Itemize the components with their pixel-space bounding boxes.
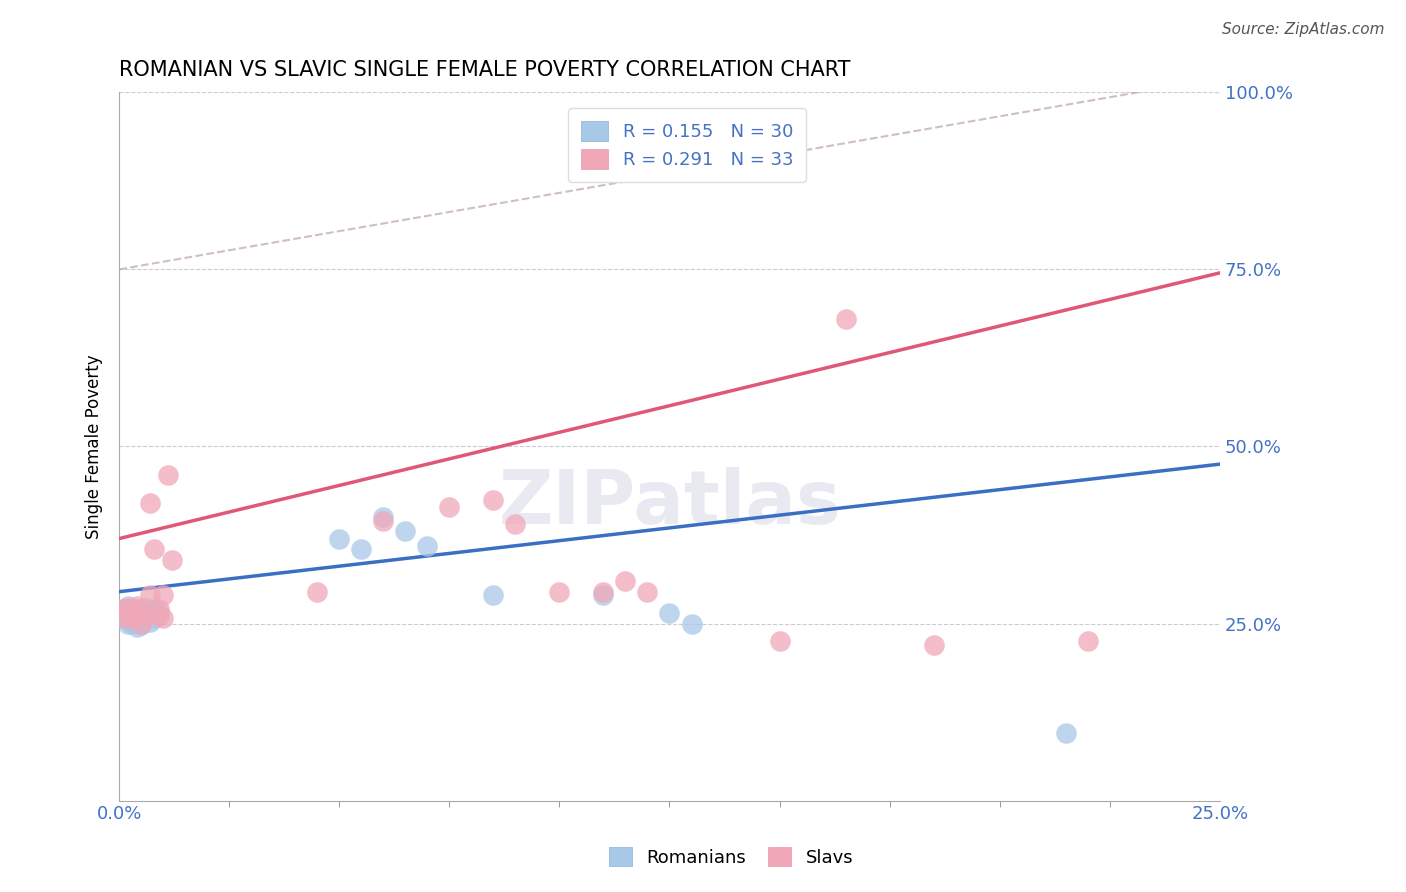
Point <box>156 467 179 482</box>
Point <box>548 584 571 599</box>
Legend: Romanians, Slavs: Romanians, Slavs <box>602 840 860 874</box>
Point <box>1054 726 1077 740</box>
Point <box>148 606 170 620</box>
Point <box>135 609 157 624</box>
Point <box>143 602 166 616</box>
Point <box>135 609 157 624</box>
Point <box>117 616 139 631</box>
Point <box>125 611 148 625</box>
Point <box>834 312 856 326</box>
Point <box>922 638 945 652</box>
Point <box>112 611 135 625</box>
Point <box>139 588 162 602</box>
Point <box>614 574 637 588</box>
Point <box>121 606 143 620</box>
Point <box>112 602 135 616</box>
Point <box>152 588 174 602</box>
Point <box>328 532 350 546</box>
Point <box>505 517 527 532</box>
Point <box>373 514 395 528</box>
Point <box>117 613 139 627</box>
Point <box>637 584 659 599</box>
Point <box>768 634 790 648</box>
Point <box>416 539 439 553</box>
Point <box>129 604 152 618</box>
Point <box>160 553 183 567</box>
Legend: R = 0.155   N = 30, R = 0.291   N = 33: R = 0.155 N = 30, R = 0.291 N = 33 <box>568 108 806 182</box>
Point <box>125 620 148 634</box>
Point <box>125 609 148 624</box>
Point <box>112 609 135 624</box>
Text: Source: ZipAtlas.com: Source: ZipAtlas.com <box>1222 22 1385 37</box>
Point <box>112 602 135 616</box>
Point <box>121 611 143 625</box>
Point <box>482 492 505 507</box>
Text: ROMANIAN VS SLAVIC SINGLE FEMALE POVERTY CORRELATION CHART: ROMANIAN VS SLAVIC SINGLE FEMALE POVERTY… <box>120 60 851 79</box>
Point <box>129 602 152 616</box>
Point <box>592 584 614 599</box>
Point <box>139 605 162 619</box>
Point <box>121 607 143 622</box>
Point <box>350 542 373 557</box>
Point <box>592 588 614 602</box>
Point <box>125 602 148 616</box>
Point <box>139 615 162 629</box>
Point <box>148 602 170 616</box>
Point <box>143 611 166 625</box>
Text: ZIPatlas: ZIPatlas <box>498 467 841 540</box>
Point <box>658 606 681 620</box>
Point <box>129 611 152 625</box>
Point <box>681 616 703 631</box>
Point <box>307 584 329 599</box>
Point <box>143 542 166 557</box>
Point <box>129 616 152 631</box>
Point <box>482 588 505 602</box>
Point <box>148 609 170 624</box>
Point <box>1077 634 1099 648</box>
Point <box>152 611 174 625</box>
Point <box>139 496 162 510</box>
Point <box>439 500 461 514</box>
Point <box>129 618 152 632</box>
Point <box>125 599 148 613</box>
Point <box>135 601 157 615</box>
Point <box>117 606 139 620</box>
Point <box>117 601 139 615</box>
Point <box>121 616 143 631</box>
Point <box>394 524 416 539</box>
Point <box>373 510 395 524</box>
Point <box>117 599 139 613</box>
Y-axis label: Single Female Poverty: Single Female Poverty <box>86 354 103 539</box>
